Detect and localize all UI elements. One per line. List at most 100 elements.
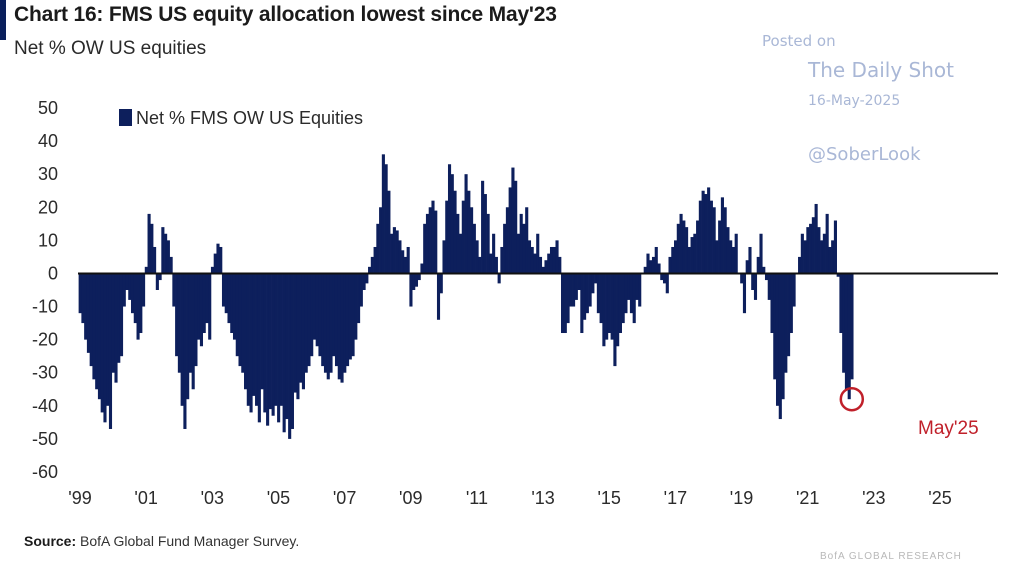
bar — [751, 273, 755, 290]
bar — [409, 273, 413, 307]
y-tick-label: -30 — [32, 363, 58, 383]
bar — [323, 273, 328, 373]
x-tick-label: '23 — [862, 488, 885, 508]
bar — [745, 260, 749, 274]
x-tick-label: '03 — [201, 488, 224, 508]
legend: Net % FMS OW US Equities — [119, 108, 363, 128]
y-tick-label: -50 — [32, 429, 58, 449]
bar — [290, 273, 294, 429]
bar — [574, 273, 578, 300]
bar — [368, 266, 372, 274]
bar — [503, 223, 507, 274]
bar — [354, 273, 358, 340]
bar — [428, 207, 432, 274]
bar — [831, 240, 835, 274]
bar — [301, 273, 305, 390]
y-tick-label: 10 — [38, 230, 58, 250]
bar — [764, 273, 769, 281]
bar — [494, 256, 498, 274]
bar — [836, 273, 840, 277]
bar — [806, 227, 810, 274]
x-axis-ticks: '99 '01 '03 '05 '07 '09 '11 '13 '15 '17 '19 '21 '23 '… — [68, 488, 951, 508]
bar — [508, 187, 512, 274]
bar — [709, 200, 713, 274]
bar — [186, 273, 190, 400]
bar — [767, 273, 771, 300]
bar — [376, 223, 380, 274]
source-note: Source: BofA Global Fund Manager Survey. — [24, 533, 299, 549]
bar — [210, 266, 215, 274]
bar — [814, 203, 818, 274]
bar — [662, 273, 667, 284]
bar — [177, 273, 181, 373]
bar — [674, 240, 678, 274]
x-tick-label: '21 — [796, 488, 819, 508]
bar — [238, 273, 242, 367]
bar — [577, 273, 581, 290]
y-tick-label: 0 — [48, 263, 58, 283]
watermark-publisher: The Daily Shot — [808, 58, 954, 82]
bar — [172, 273, 176, 307]
bar — [654, 246, 658, 274]
bar — [197, 273, 201, 340]
bar — [106, 273, 110, 406]
bar — [312, 273, 317, 340]
bar — [470, 207, 474, 274]
bar — [436, 273, 441, 320]
bar — [268, 273, 272, 410]
bar — [756, 256, 760, 274]
bar — [560, 273, 565, 334]
y-tick-label: -40 — [32, 396, 58, 416]
bar — [125, 273, 129, 290]
legend-swatch — [119, 109, 132, 126]
bar — [450, 174, 454, 274]
bar — [687, 246, 691, 274]
x-tick-label: '11 — [466, 488, 488, 508]
bar — [224, 273, 228, 314]
bar — [602, 273, 606, 347]
bar — [789, 273, 793, 334]
bar — [712, 207, 716, 274]
bar — [150, 223, 154, 274]
bar — [340, 273, 344, 383]
bar — [387, 190, 391, 274]
bar — [453, 190, 457, 274]
bar — [255, 273, 259, 406]
annotation: May'25 — [839, 386, 979, 439]
bar — [266, 273, 270, 426]
bar — [839, 273, 843, 334]
bar — [97, 273, 102, 400]
bar — [847, 273, 851, 400]
bar — [547, 253, 551, 274]
source-text: BofA Global Fund Manager Survey. — [80, 533, 300, 549]
bar — [464, 174, 468, 274]
bar — [188, 273, 192, 373]
bar — [260, 273, 264, 390]
bar — [423, 223, 427, 274]
x-tick-label: '09 — [399, 488, 422, 508]
bar — [362, 273, 366, 290]
bar — [701, 190, 705, 274]
bar — [472, 223, 476, 274]
bar — [114, 273, 118, 383]
bar — [492, 233, 496, 274]
bar — [549, 246, 554, 274]
bar — [232, 273, 237, 340]
bar — [607, 273, 611, 334]
bar — [191, 273, 195, 390]
bar — [635, 273, 639, 300]
title-accent-bar — [0, 0, 6, 40]
bar — [671, 246, 675, 274]
x-tick-label: '15 — [597, 488, 620, 508]
watermark-posted: Posted on — [762, 32, 836, 50]
bar — [279, 273, 283, 406]
bar — [373, 246, 377, 274]
bar — [326, 273, 330, 380]
y-tick-label: -20 — [32, 330, 58, 350]
bar — [660, 273, 664, 281]
bar — [86, 273, 90, 353]
bar — [263, 273, 267, 413]
bar — [525, 207, 529, 274]
bar — [315, 273, 319, 347]
bar — [202, 273, 206, 334]
